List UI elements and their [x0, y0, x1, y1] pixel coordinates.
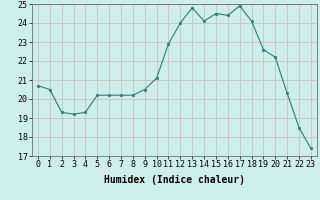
X-axis label: Humidex (Indice chaleur): Humidex (Indice chaleur)	[104, 175, 245, 185]
